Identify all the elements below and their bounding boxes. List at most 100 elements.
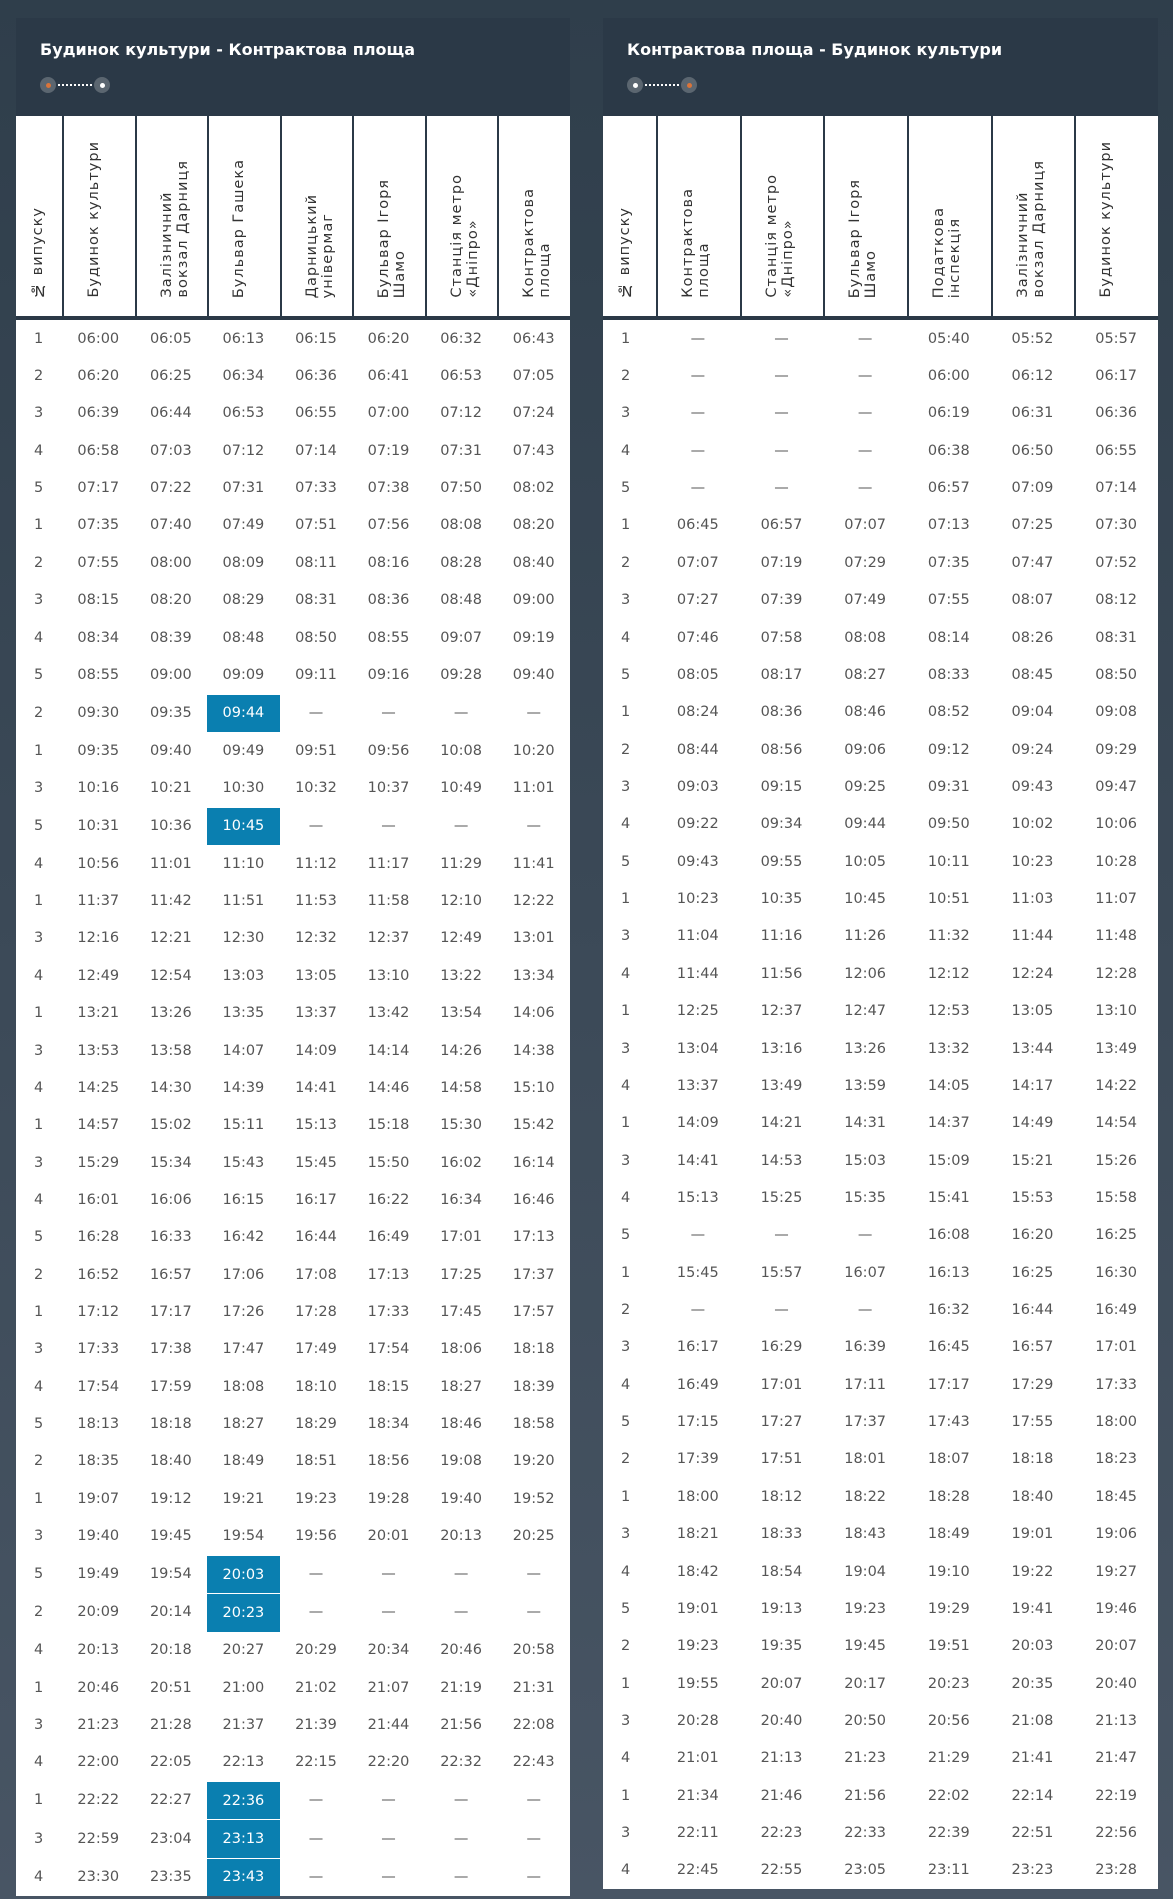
time-cell: 17:33	[77, 1341, 120, 1358]
release-number-cell: 4	[34, 629, 44, 646]
time-cell: 08:55	[77, 666, 120, 683]
table-row: 2 08:44 08:56 09:06 09:12 09:24 09:29	[603, 731, 1158, 768]
table-row: 2 07:07 07:19 07:29 07:35 07:47 07:52	[603, 544, 1158, 581]
release-number-cell: 1	[621, 1787, 631, 1804]
header-label: Будинок культури	[86, 141, 102, 298]
table-row: 1 15:45 15:57 16:07 16:13 16:25 16:30	[603, 1254, 1158, 1291]
table-row: 4 18:42 18:54 19:04 19:10 19:22 19:27	[603, 1553, 1158, 1590]
release-number-cell: 4	[621, 1563, 631, 1580]
time-cell: 05:57	[1095, 330, 1138, 347]
table-row: 1 08:24 08:36 08:46 08:52 09:04 09:08	[603, 694, 1158, 731]
time-cell: 07:50	[440, 480, 482, 497]
release-number-cell: 1	[34, 1304, 44, 1321]
time-cell: 15:18	[367, 1117, 410, 1134]
time-cell: 11:32	[927, 928, 970, 945]
time-cell: 17:37	[844, 1414, 887, 1431]
time-cell: 09:22	[676, 816, 719, 833]
time-cell: 22:51	[1011, 1825, 1054, 1842]
time-cell: 10:51	[927, 891, 970, 908]
header-label: № випуску	[617, 207, 633, 298]
header-stop: Станція метро «Дніпро»	[424, 116, 498, 320]
time-cell: 20:09	[77, 1604, 120, 1621]
time-cell: —	[453, 1830, 469, 1847]
time-cell: 18:45	[1095, 1488, 1138, 1505]
time-cell: 19:55	[676, 1675, 719, 1692]
table-row: 3 13:53 13:58 14:07 14:09 14:14 14:26 14:38	[16, 1032, 570, 1069]
time-cell: 18:15	[367, 1378, 410, 1395]
time-cell: 14:21	[760, 1115, 803, 1132]
time-cell: 09:28	[440, 666, 482, 683]
table-row: 3 16:17 16:29 16:39 16:45 16:57 17:01	[603, 1329, 1158, 1366]
header-stop: Бульвар Ігоря Шамо	[352, 116, 425, 320]
time-cell: 20:07	[1095, 1638, 1138, 1655]
release-number-cell: 4	[34, 967, 44, 984]
time-cell: 07:07	[676, 554, 719, 571]
time-cell: —	[453, 704, 469, 721]
time-cell: 07:56	[367, 517, 410, 534]
header-release-number: № випуску	[16, 116, 62, 320]
time-cell: 08:45	[1011, 666, 1054, 683]
time-cell: 14:37	[927, 1115, 970, 1132]
release-number-cell: 2	[34, 704, 44, 721]
time-cell: 20:01	[367, 1528, 410, 1545]
time-cell: 07:33	[295, 480, 337, 497]
time-cell: 12:30	[222, 930, 265, 947]
table-row: 1 21:34 21:46 21:56 22:02 22:14 22:19	[603, 1777, 1158, 1814]
release-number-cell: 1	[34, 1679, 44, 1696]
time-cell: 07:55	[927, 592, 970, 609]
time-cell: 07:52	[1095, 554, 1138, 571]
time-cell: 13:42	[367, 1005, 410, 1022]
time-cell: 15:29	[77, 1154, 120, 1171]
time-cell: 21:44	[367, 1716, 410, 1733]
time-cell: 11:48	[1095, 928, 1138, 945]
header-label: Станція метро «Дніпро»	[763, 174, 796, 298]
time-cell: 13:03	[222, 967, 265, 984]
header-label: Станція метро «Дніпро»	[448, 174, 481, 298]
table-row: 3 — — — 06:19 06:31 06:36	[603, 395, 1158, 432]
time-cell: 15:58	[1095, 1189, 1138, 1206]
time-cell: 15:13	[676, 1189, 719, 1206]
time-cell: 07:58	[760, 629, 803, 646]
time-cell: 08:40	[512, 554, 555, 571]
time-cell: 14:25	[77, 1079, 120, 1096]
time-cell: 11:04	[676, 928, 719, 945]
time-cell: 14:26	[440, 1042, 482, 1059]
time-cell: 14:41	[295, 1079, 337, 1096]
time-cell: —	[308, 1830, 324, 1847]
time-cell: —	[381, 704, 396, 721]
time-cell: 08:15	[77, 592, 120, 609]
time-cell: —	[526, 704, 541, 721]
time-cell: 23:43	[207, 1857, 280, 1897]
time-cell: 17:25	[440, 1266, 482, 1283]
time-cell: 13:34	[512, 967, 555, 984]
time-cell: 17:45	[440, 1304, 482, 1321]
time-cell: 22:39	[927, 1825, 970, 1842]
time-cell: 18:27	[222, 1416, 265, 1433]
time-cell: 10:16	[77, 779, 120, 796]
release-number-cell: 1	[621, 517, 631, 534]
release-number-cell: 2	[34, 1604, 44, 1621]
time-cell: 07:19	[367, 442, 410, 459]
table-row: 1 22:22 22:27 22:36 — — — —	[16, 1781, 570, 1820]
time-cell: 09:43	[676, 853, 719, 870]
table-row: 5 — — — 16:08 16:20 16:25	[603, 1217, 1158, 1254]
table-row: 4 — — — 06:38 06:50 06:55	[603, 432, 1158, 469]
time-cell: 06:44	[149, 405, 192, 422]
time-cell: 19:08	[440, 1453, 482, 1470]
time-cell: 07:35	[927, 554, 970, 571]
time-cell: 10:20	[512, 742, 555, 759]
time-cell: 11:44	[1011, 928, 1054, 945]
time-cell: 07:49	[844, 592, 887, 609]
time-cell: 19:13	[760, 1600, 803, 1617]
time-cell: —	[381, 1604, 396, 1621]
time-cell: 18:23	[1095, 1451, 1138, 1468]
release-number-cell: 1	[34, 330, 44, 347]
time-cell: 22:43	[512, 1754, 555, 1771]
release-number-cell: 1	[34, 1005, 44, 1022]
time-cell: 19:23	[295, 1490, 337, 1507]
time-cell: 20:46	[440, 1642, 482, 1659]
time-cell: 07:27	[676, 592, 719, 609]
time-cell: 18:18	[1011, 1451, 1054, 1468]
table-row: 1 14:57 15:02 15:11 15:13 15:18 15:30 15:42	[16, 1107, 570, 1144]
time-cell: 11:03	[1011, 891, 1054, 908]
